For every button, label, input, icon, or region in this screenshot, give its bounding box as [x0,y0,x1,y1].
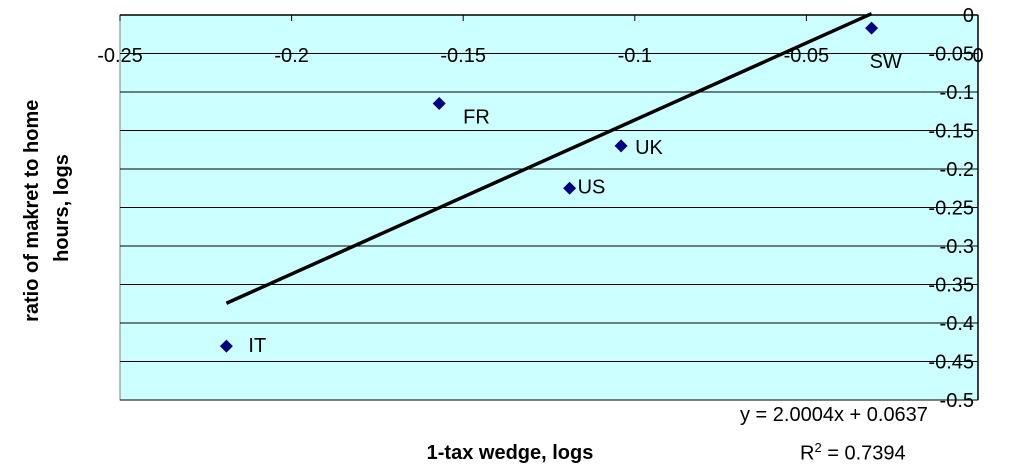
y-tick-labels: 0 -0.05 -0.1 -0.15 -0.2 -0.25 -0.3 -0.35 -0.4 -0.… [928,5,974,412]
data-point-us [563,181,577,195]
data-points: IT FR US UK SW [219,21,902,357]
r-squared-value: = 0.7394 [821,442,906,465]
data-point-fr [432,97,446,111]
y-tick-label: -0.5 [940,390,974,412]
y-tick-label: 0 [963,5,974,27]
x-tick-label: -0.05 [784,45,830,67]
r-squared-label: R2 = 0.7394 [800,440,906,466]
y-tick-label: -0.3 [940,236,974,258]
y-axis-title-line-1: ratio of makret to home [21,100,43,322]
point-label-sw: SW [870,51,902,73]
x-tick-labels: -0.25 -0.2 -0.15 -0.1 -0.05 0 [97,45,983,67]
point-label-us: US [578,176,606,198]
point-label-it: IT [248,335,266,357]
x-tick-label: -0.25 [97,45,143,67]
r-squared-symbol: R [800,442,815,465]
point-label-fr: FR [463,107,490,129]
y-tick-label: -0.15 [928,121,974,143]
data-point-it [219,339,233,353]
y-tick-label: -0.35 [928,275,974,297]
y-tick-label: -0.1 [940,82,974,104]
trendline [225,12,873,305]
trendline-equation: y = 2.0004x + 0.0637 [740,404,928,426]
x-tick-label: -0.1 [618,45,652,67]
data-point-sw [865,21,879,35]
y-tick-label: -0.05 [928,44,974,66]
trendline-group [225,12,873,305]
r-squared-exponent: 2 [814,440,822,455]
y-axis-title-line-2: hours, logs [51,154,73,262]
data-point-uk [614,139,628,153]
x-tick-label: -0.15 [440,45,486,67]
point-label-uk: UK [635,137,663,159]
axes [119,14,979,401]
x-axis-title: 1-tax wedge, logs [427,442,594,464]
y-tick-label: -0.45 [928,352,974,374]
y-tick-label: -0.2 [940,159,974,181]
y-tick-label: -0.4 [940,313,974,335]
y-tick-label: -0.25 [928,198,974,220]
y-axis-title: ratio of makret to home hours, logs [21,94,73,322]
x-tick-label: -0.2 [274,45,308,67]
x-tick-label: 0 [972,45,983,67]
